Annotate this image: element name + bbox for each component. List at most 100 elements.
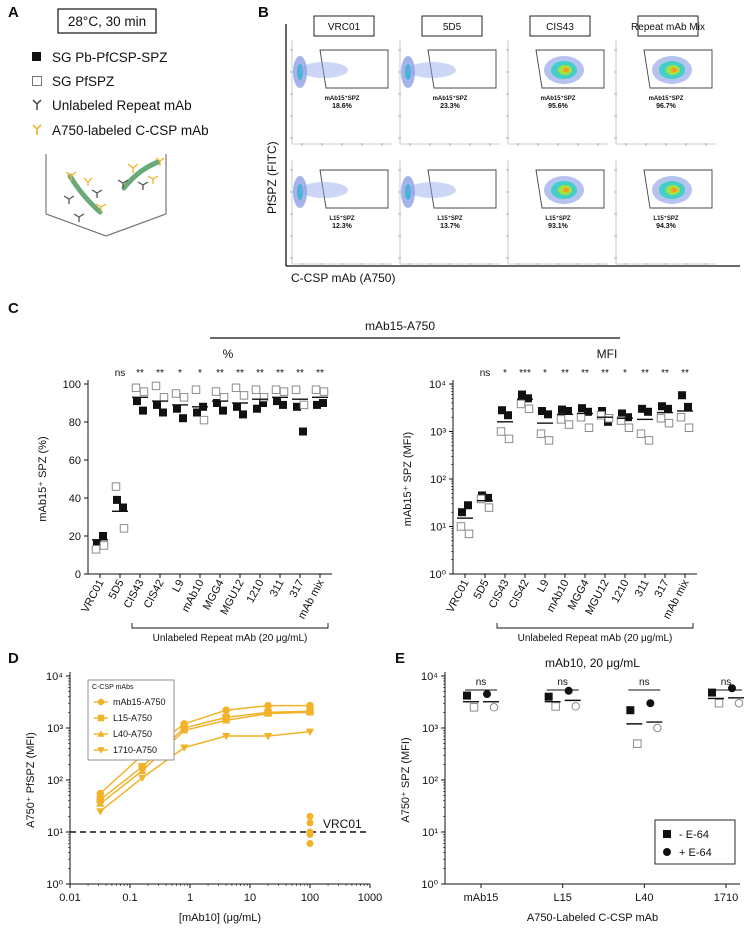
c-y-tick-label: 100: [63, 379, 81, 391]
e-y-tick-label: 10⁰: [421, 879, 438, 891]
d-reference-point: [306, 830, 314, 838]
c-point-open: [159, 393, 169, 402]
flow-density-core: [297, 184, 303, 200]
condition-box: [57, 8, 157, 34]
c-point-open: [131, 383, 141, 393]
c-significance: **: [681, 368, 689, 379]
flow-plot-bg: [508, 40, 608, 144]
e-point-open: [551, 702, 560, 711]
c-point-filled: [239, 410, 247, 419]
c-point-open: [464, 529, 474, 539]
c-point-open: [271, 385, 281, 394]
c-x-tick-label: VRC01: [444, 578, 471, 615]
flow-gate-label: L15⁺SPZ: [437, 215, 463, 222]
flow-gate-value: 94.3%: [656, 223, 677, 230]
c-point-open: [259, 393, 269, 402]
d-point: [96, 789, 105, 798]
e-point-filled: [708, 688, 716, 697]
flow-column-header-box: [529, 15, 591, 37]
c-significance: **: [156, 368, 164, 379]
repeat-antibody-icon: [32, 99, 42, 110]
condition-text: 28°C, 30 min: [68, 14, 146, 29]
c-point-open: [239, 391, 249, 400]
flow-density-spread: [300, 62, 348, 78]
e-x-tick-label: L15: [553, 892, 571, 904]
c-x-tick-label: 1210: [610, 578, 632, 605]
c-y-tick-label: 10⁴: [429, 379, 446, 391]
d-y-tick-label: 10¹: [47, 827, 63, 839]
flow-gate: [319, 169, 389, 209]
d-series-line: [99, 730, 311, 812]
flow-gate: [643, 49, 713, 89]
c-point-open: [676, 412, 686, 422]
c-point-filled: [159, 408, 167, 417]
flow-gate-value: 95.6%: [548, 103, 569, 110]
d-point: [263, 709, 273, 717]
flow-gate-value: 18.6%: [332, 103, 353, 110]
flow-plot-bg: [508, 160, 608, 264]
c-point-open: [604, 414, 614, 423]
d-legend-marker: [97, 730, 105, 737]
c-x-tick-label: 311: [268, 578, 287, 599]
e-x-tick-label: L40: [635, 892, 653, 904]
c-significance: **: [276, 368, 284, 379]
chart-d: 10⁰ 10¹ 10² 10³ 10⁴ 0.01 0.1 1 10 100 1000 [mAb10] …: [25, 671, 382, 924]
c-point-filled: [624, 413, 632, 422]
e-point-filled: [564, 686, 573, 695]
e-point-open: [714, 698, 724, 708]
e-x-tick-label: 1710: [714, 892, 738, 904]
flow-plot-bg: [400, 40, 500, 144]
panel-label-d: D: [8, 650, 19, 667]
c-point-open: [524, 404, 534, 414]
d-legend-title: C-CSP mAbs: [92, 684, 134, 691]
c-point-open: [556, 415, 566, 424]
c-x-tick-label: 5D5: [107, 578, 127, 601]
flow-gate-label: L15⁺SPZ: [653, 215, 679, 222]
c-significance: **: [581, 368, 589, 379]
c-point-filled: [219, 406, 227, 415]
c-point-open: [516, 399, 526, 409]
c-point-open: [684, 423, 694, 432]
d-point: [138, 774, 147, 783]
d-point: [305, 708, 315, 716]
chart-c-mfi: 10⁰ 10¹ 10² 10³ 10⁴ mAb15⁺ SPZ (MFI) VRC01 5D5 n…: [402, 368, 697, 644]
e-legend-marker: [663, 830, 671, 838]
e-point-open: [489, 703, 499, 712]
c-point-open: [279, 387, 289, 396]
d-legend-label: 1710-A750: [113, 745, 157, 755]
flow-plot-bg: [616, 40, 716, 144]
flow-gate-label: L15⁺SPZ: [545, 215, 571, 222]
e-x-label: A750-Labeled C-CSP mAb: [527, 912, 658, 924]
c-significance: **: [216, 368, 224, 379]
c-bracket: [496, 623, 694, 629]
d-legend-marker: [97, 747, 105, 754]
flow-column-header: Repeat mAb Mix: [631, 22, 705, 33]
e-legend-label: + E-64: [679, 847, 712, 859]
d-y-tick-label: 10⁰: [46, 879, 63, 891]
c-point-open: [664, 418, 674, 428]
e-point-open: [633, 739, 642, 748]
legend-a-ccsp-mab: A750-labeled C-CSP mAb: [52, 123, 209, 138]
c-point-open: [111, 482, 121, 491]
c-point-filled: [233, 402, 241, 411]
legend-a-repeat-mab: Unlabeled Repeat mAb: [52, 98, 192, 113]
legend-a-pfspz: SG PfSPZ: [52, 74, 114, 89]
e-point-filled: [626, 706, 635, 715]
flow-gate: [427, 49, 497, 89]
c-point-filled: [113, 495, 121, 504]
sporozoite-left: [63, 171, 107, 222]
c-point-filled: [299, 427, 307, 436]
filled-square-icon: [32, 52, 41, 61]
c-point-filled: [678, 391, 686, 400]
flow-density-peak: [671, 187, 677, 193]
c-y-tick-label: 40: [69, 493, 81, 505]
d-reference-point: [306, 840, 314, 848]
c-point-open: [151, 381, 161, 391]
flow-column-header: VRC01: [328, 22, 361, 33]
c-point-filled: [133, 397, 141, 406]
flow-gate-label: mAb15⁺SPZ: [325, 95, 360, 102]
d-x-tick-label: 1000: [358, 892, 382, 904]
c-y-tick-label: 80: [69, 417, 81, 429]
